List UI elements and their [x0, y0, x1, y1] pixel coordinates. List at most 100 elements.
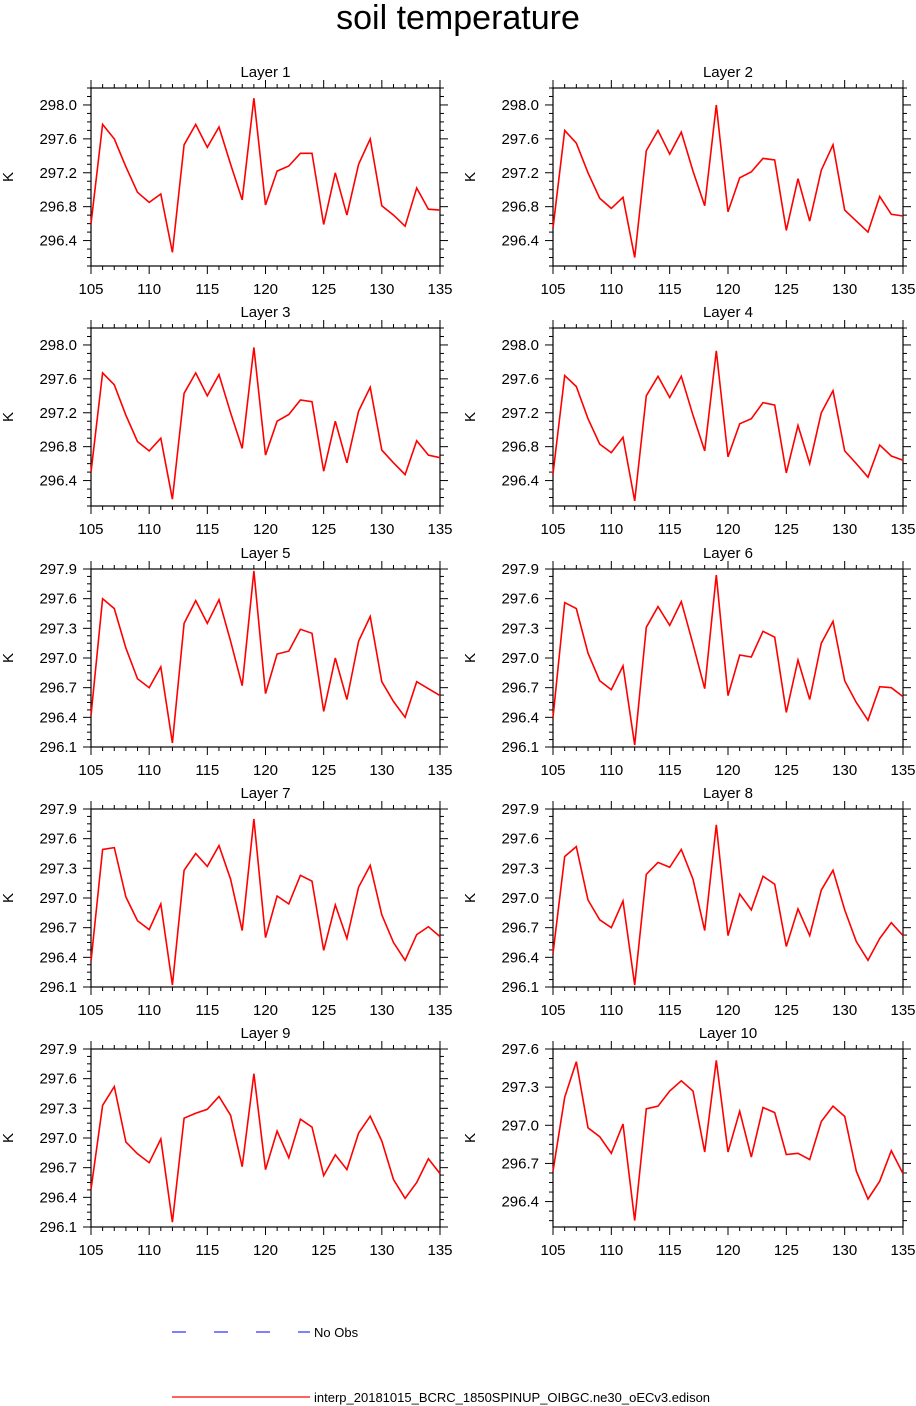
y-tick-label: 296.4	[501, 473, 539, 490]
panel-6: Layer 6 K 105 110 115 120 125 130 135 296.1 296.4 2…	[462, 545, 916, 779]
y-tick-label: 297.9	[39, 561, 77, 578]
y-tick-label: 298.0	[501, 97, 539, 114]
panel-title: Layer 5	[240, 545, 290, 562]
y-tick-label: 297.6	[501, 371, 539, 388]
panel-3: Layer 3 K 105 110 115 120 125 130 135 296.4 296.8 2…	[0, 304, 453, 538]
y-axis-label: K	[0, 172, 17, 182]
plot-frame	[552, 327, 904, 507]
plot-frame	[90, 327, 441, 507]
x-tick-label: 130	[369, 1242, 394, 1259]
x-tick-label: 125	[311, 1002, 336, 1019]
y-tick-label: 297.3	[501, 620, 539, 637]
y-tick-label: 296.4	[501, 233, 539, 250]
x-tick-label: 115	[658, 1002, 682, 1019]
x-tick-label: 130	[369, 1002, 394, 1019]
y-tick-label: 298.0	[501, 337, 539, 354]
x-tick-label: 125	[774, 521, 799, 538]
x-tick-label: 115	[658, 281, 682, 298]
y-tick-label: 297.0	[39, 890, 77, 907]
y-tick-label: 296.4	[39, 1189, 77, 1206]
x-tick-label: 135	[890, 1242, 915, 1259]
x-tick-label: 110	[137, 1002, 161, 1019]
y-tick-label: 297.3	[501, 1079, 539, 1096]
panel-7: Layer 7 K 105 110 115 120 125 130 135 296.1 296.4 2…	[0, 785, 453, 1019]
y-tick-label: 297.0	[501, 1117, 539, 1134]
series-line	[90, 98, 441, 253]
x-tick-label: 110	[137, 762, 161, 779]
x-tick-label: 105	[78, 762, 103, 779]
panel-4: Layer 4 K 105 110 115 120 125 130 135 296.4 296.8 2…	[462, 304, 916, 538]
y-tick-label: 296.8	[501, 199, 539, 216]
panel-title: Layer 4	[703, 304, 753, 321]
x-tick-label: 115	[195, 281, 219, 298]
y-tick-label: 296.7	[39, 680, 77, 697]
panel-title: Layer 7	[240, 785, 290, 802]
x-tick-label: 110	[137, 521, 161, 538]
y-axis-label: K	[462, 1133, 479, 1143]
y-tick-label: 296.4	[501, 949, 539, 966]
series-line	[552, 350, 904, 502]
x-tick-label: 135	[427, 1002, 452, 1019]
x-tick-label: 110	[599, 281, 623, 298]
y-tick-label: 297.6	[39, 591, 77, 608]
y-tick-label: 297.6	[501, 131, 539, 148]
y-tick-label: 297.6	[501, 591, 539, 608]
x-tick-label: 130	[369, 281, 394, 298]
y-tick-label: 297.6	[501, 831, 539, 848]
x-tick-label: 115	[658, 1242, 682, 1259]
y-tick-label: 296.8	[501, 439, 539, 456]
y-tick-label: 297.0	[39, 650, 77, 667]
x-tick-label: 115	[195, 1242, 219, 1259]
x-tick-label: 115	[658, 762, 682, 779]
series-line	[90, 818, 441, 986]
y-tick-label: 296.4	[501, 709, 539, 726]
x-tick-label: 110	[137, 281, 161, 298]
panel-2: Layer 2 K 105 110 115 120 125 130 135 296.4 296.8 2…	[462, 64, 916, 298]
series-line	[552, 574, 904, 746]
x-tick-label: 130	[369, 762, 394, 779]
y-tick-label: 297.3	[39, 620, 77, 637]
x-tick-label: 115	[195, 521, 219, 538]
x-tick-label: 120	[253, 1242, 278, 1259]
panel-10: Layer 10 K 105 110 115 120 125 130 135 296.4 296.7…	[462, 1025, 916, 1259]
x-tick-label: 105	[78, 521, 103, 538]
x-tick-label: 115	[195, 762, 219, 779]
x-tick-label: 125	[311, 762, 336, 779]
panel-title: Layer 8	[703, 785, 753, 802]
y-tick-label: 297.2	[501, 165, 539, 182]
plot-frame	[552, 808, 904, 988]
y-tick-label: 296.4	[39, 473, 77, 490]
y-tick-label: 297.3	[501, 860, 539, 877]
panel-title: Layer 6	[703, 545, 753, 562]
y-tick-label: 297.3	[39, 860, 77, 877]
plot-frame	[552, 568, 904, 748]
y-tick-label: 296.1	[39, 739, 77, 756]
x-tick-label: 135	[890, 281, 915, 298]
plot-frame	[90, 87, 441, 267]
series-line	[90, 347, 441, 500]
y-tick-label: 297.6	[501, 1041, 539, 1058]
panel-title: Layer 3	[240, 304, 290, 321]
x-tick-label: 125	[774, 1242, 799, 1259]
y-tick-label: 296.8	[39, 439, 77, 456]
y-axis-label: K	[0, 412, 17, 422]
y-tick-label: 297.0	[501, 650, 539, 667]
x-tick-label: 105	[540, 1242, 565, 1259]
x-tick-label: 135	[890, 1002, 915, 1019]
y-axis-label: K	[462, 412, 479, 422]
x-tick-label: 105	[540, 1002, 565, 1019]
x-tick-label: 105	[540, 281, 565, 298]
y-tick-label: 297.0	[39, 1130, 77, 1147]
x-tick-label: 135	[427, 281, 452, 298]
y-tick-label: 297.3	[39, 1100, 77, 1117]
x-tick-label: 115	[658, 521, 682, 538]
y-axis-label: K	[462, 653, 479, 663]
x-tick-label: 120	[715, 1242, 740, 1259]
x-tick-label: 110	[599, 521, 623, 538]
plot-frame	[90, 568, 441, 748]
x-tick-label: 120	[715, 281, 740, 298]
x-tick-label: 120	[253, 762, 278, 779]
y-tick-label: 296.4	[39, 233, 77, 250]
x-tick-label: 125	[311, 521, 336, 538]
